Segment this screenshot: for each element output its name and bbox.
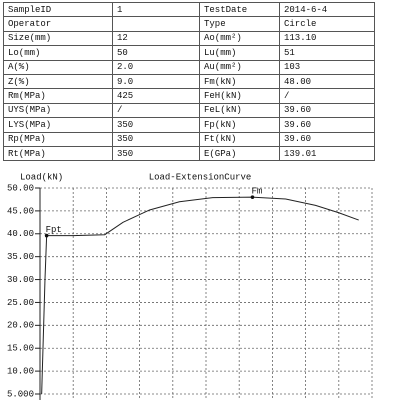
y-tick-label: 10.00 <box>7 366 34 376</box>
table-row: UYS(MPa) / FeL(kN) 39.60 <box>3 102 375 119</box>
y-tick-label: 35.00 <box>7 252 34 262</box>
table-row: Rt(MPa) 350 E(GPa) 139.01 <box>3 145 375 162</box>
annotation: Fpt <box>46 225 62 235</box>
table-cell: Rt(MPa) <box>3 145 113 162</box>
y-tick-label: 40.00 <box>7 229 34 239</box>
y-tick-label: 30.00 <box>7 275 34 285</box>
chart-title: Load-ExtensionCurve <box>149 172 252 182</box>
y-tick-label: 45.00 <box>7 206 34 216</box>
annotation: Fm <box>251 187 262 197</box>
annotation-marker <box>250 195 255 199</box>
y-tick-label: 50.00 <box>7 183 34 193</box>
y-axis-label: Load(kN) <box>20 172 63 182</box>
table-row: Rm(MPa) 425 FeH(kN) / <box>3 88 375 104</box>
table-row: A(%) 2.0 Au(mm²) 103 <box>3 59 375 75</box>
y-tick-label: 20.00 <box>7 321 34 331</box>
table-cell: E(GPa) <box>199 145 280 162</box>
y-tick-label: 15.00 <box>7 344 34 354</box>
annotation-marker <box>44 233 49 238</box>
data-line <box>41 196 359 395</box>
y-tick-label: 25.00 <box>7 298 34 308</box>
table-row: LYS(MPa) 350 Fp(kN) 39.60 <box>3 117 375 133</box>
table-row: Rp(MPa) 350 Ft(kN) 39.60 <box>3 131 375 147</box>
table-row: SampleID 1 TestDate 2014-6-4 <box>3 1 375 18</box>
y-tick-label: 5.000 <box>7 389 34 399</box>
data-table: SampleID 1 TestDate 2014-6-4 Operator Type Cir… <box>3 1 375 162</box>
table-cell: 139.01 <box>279 145 375 162</box>
table-cell: 350 <box>112 145 200 162</box>
table-row: Z(%) 9.0 Fm(kN) 48.00 <box>3 73 375 90</box>
